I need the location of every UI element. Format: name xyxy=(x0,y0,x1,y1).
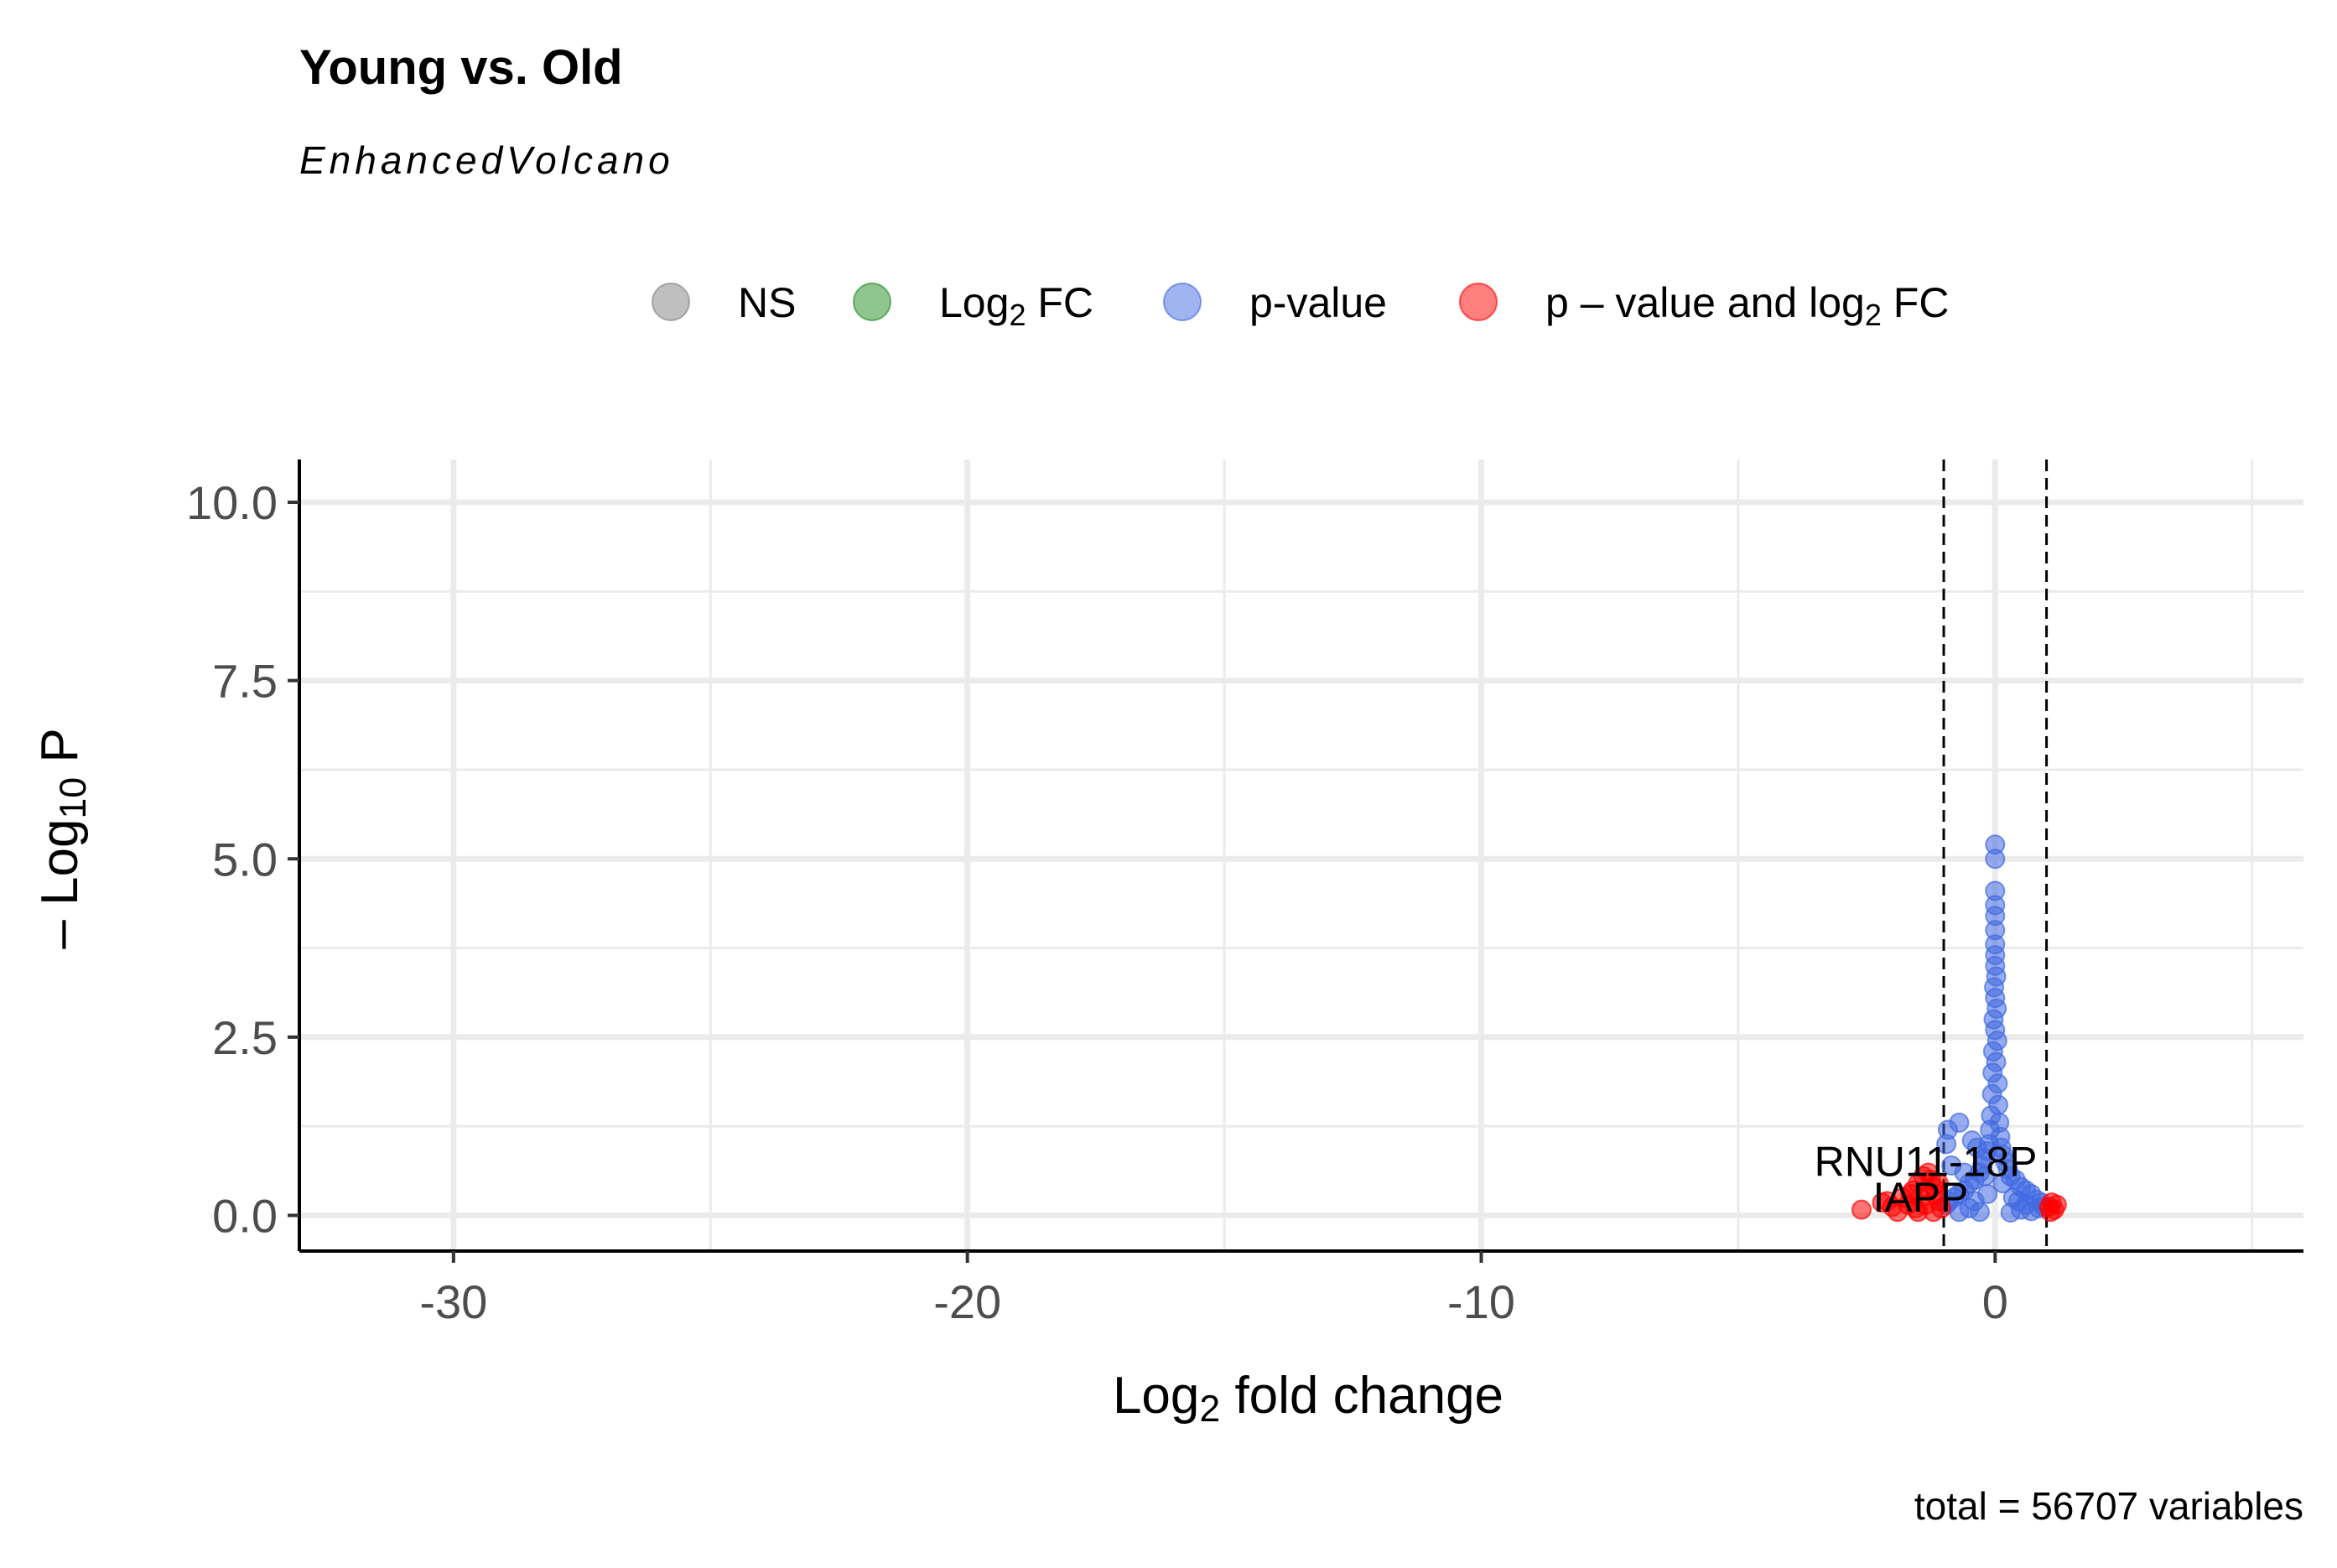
y-tick-label: 0.0 xyxy=(212,1189,278,1242)
data-point xyxy=(1908,1202,1929,1223)
chart-subtitle: EnhancedVolcano xyxy=(299,138,674,182)
data-point xyxy=(1985,849,2006,870)
chart-title: Young vs. Old xyxy=(299,40,623,95)
data-point xyxy=(1992,1173,2013,1194)
axes xyxy=(298,459,2303,1253)
legend-marker xyxy=(853,283,891,321)
legend-marker xyxy=(652,283,690,321)
x-tick-label: -20 xyxy=(933,1275,1001,1328)
y-tick-label: 2.5 xyxy=(212,1011,278,1064)
legend-marker xyxy=(1459,283,1498,321)
data-point xyxy=(2007,1191,2028,1212)
legend-label: NS xyxy=(738,279,796,326)
legend-item-fc-p: p – value and log2 FC xyxy=(1459,279,1949,332)
data-point xyxy=(2040,1202,2061,1223)
data-point xyxy=(1954,1162,1975,1183)
y-axis-ticks: 0.0 2.5 5.0 7.5 10.0 xyxy=(186,476,299,1242)
x-axis-title: Log2 fold change xyxy=(1113,1367,1503,1430)
legend-item-p: p-value xyxy=(1163,279,1387,326)
x-axis-ticks: -30 -20 -10 0 xyxy=(419,1251,2008,1328)
data-point xyxy=(1964,1191,1985,1212)
gene-label: IAPP xyxy=(1872,1174,1968,1221)
caption: total = 56707 variables xyxy=(1914,1484,2303,1528)
data-point xyxy=(1966,1137,1987,1158)
legend: NS Log2 FC p-value p – value and log2 FC xyxy=(652,279,1949,332)
data-point xyxy=(1936,1134,1957,1155)
y-tick-label: 7.5 xyxy=(212,655,278,708)
legend-label: p – value and log2 FC xyxy=(1545,279,1949,332)
y-tick-label: 5.0 xyxy=(212,833,278,885)
fold-change-cutoffs xyxy=(1942,459,2049,1251)
legend-marker xyxy=(1163,283,1202,321)
data-point xyxy=(1949,1112,1970,1133)
legend-item-fc: Log2 FC xyxy=(853,279,1093,332)
x-tick-label: -30 xyxy=(419,1275,487,1328)
data-point xyxy=(1928,1173,1949,1194)
legend-label: Log2 FC xyxy=(939,279,1093,332)
grid-minor xyxy=(299,459,2303,1251)
legend-item-ns: NS xyxy=(652,279,796,326)
y-tick-label: 10.0 xyxy=(186,476,278,529)
legend-label: p-value xyxy=(1249,279,1387,326)
data-point xyxy=(1877,1191,1898,1212)
gene-label: RNU11-18P xyxy=(1815,1139,2038,1186)
data-points xyxy=(1851,834,2067,1223)
y-axis-title: – Log10 P xyxy=(31,728,94,948)
data-point xyxy=(1851,1199,1872,1220)
x-tick-label: 0 xyxy=(1982,1275,2008,1328)
x-tick-label: -10 xyxy=(1447,1275,1515,1328)
